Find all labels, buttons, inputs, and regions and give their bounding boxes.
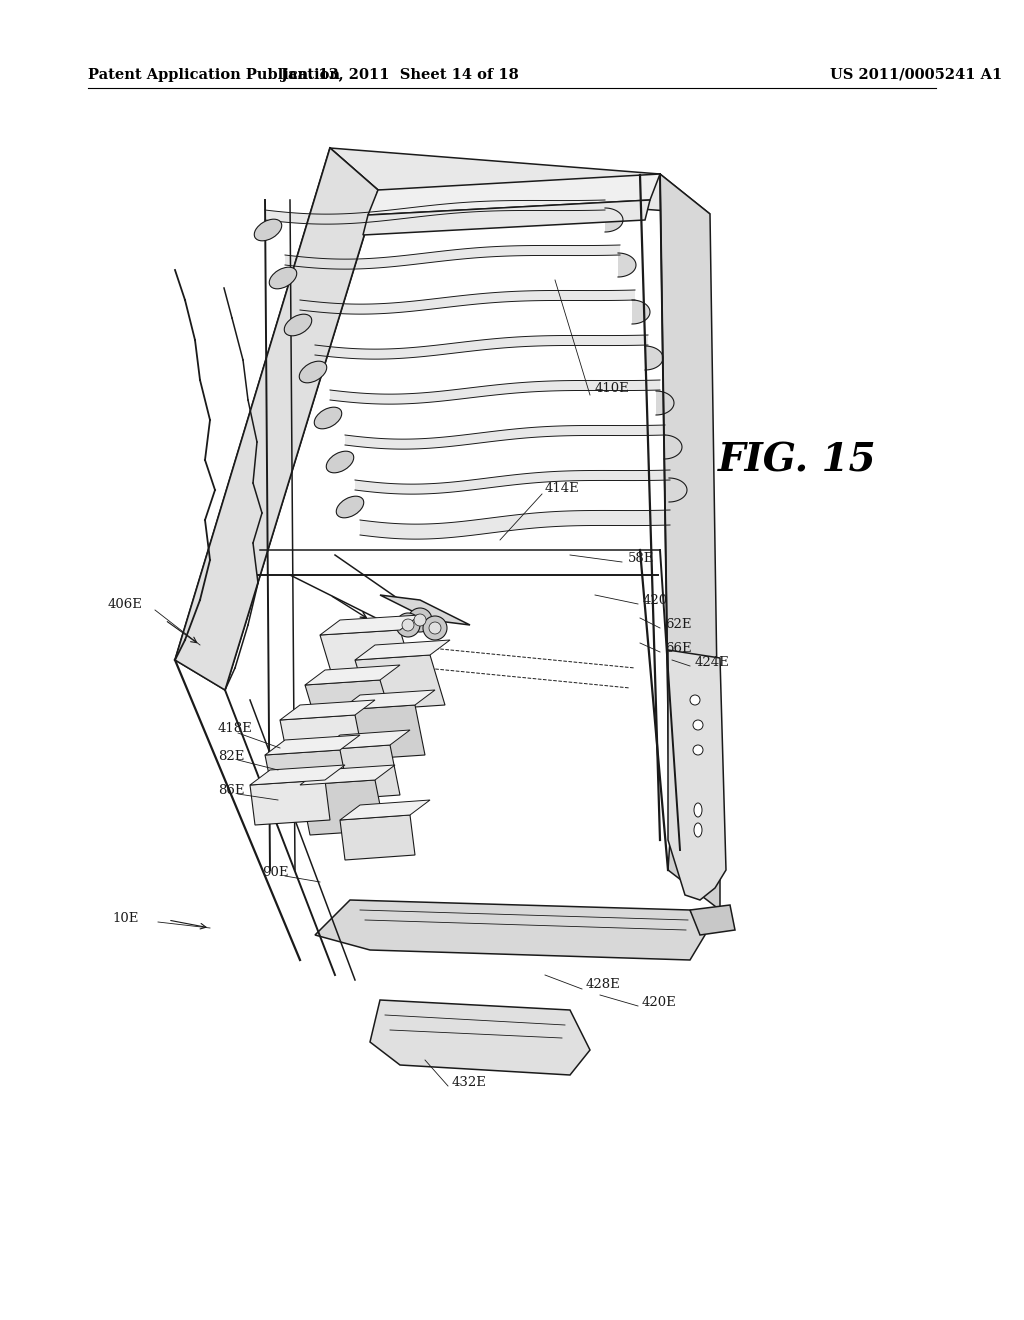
Text: 82E: 82E (218, 750, 245, 763)
Ellipse shape (299, 362, 327, 383)
Circle shape (429, 622, 441, 634)
Circle shape (690, 696, 700, 705)
Polygon shape (300, 766, 395, 785)
Text: Patent Application Publication: Patent Application Publication (88, 69, 340, 82)
Polygon shape (319, 630, 415, 685)
Polygon shape (362, 201, 650, 235)
Polygon shape (340, 800, 430, 820)
Ellipse shape (327, 451, 353, 473)
Polygon shape (250, 766, 345, 785)
Polygon shape (656, 391, 674, 414)
Polygon shape (355, 640, 450, 660)
Polygon shape (300, 290, 635, 314)
Polygon shape (668, 840, 720, 909)
Polygon shape (305, 665, 400, 685)
Polygon shape (305, 680, 395, 735)
Circle shape (693, 744, 703, 755)
Ellipse shape (314, 407, 342, 429)
Text: 432E: 432E (452, 1076, 486, 1089)
Polygon shape (368, 174, 660, 215)
Polygon shape (345, 425, 665, 449)
Circle shape (423, 616, 447, 640)
Polygon shape (265, 735, 360, 755)
Polygon shape (265, 201, 605, 224)
Text: 420: 420 (643, 594, 668, 606)
Text: 428E: 428E (586, 978, 621, 991)
Text: 424E: 424E (695, 656, 730, 668)
Text: US 2011/0005241 A1: US 2011/0005241 A1 (830, 69, 1002, 82)
Polygon shape (280, 715, 365, 770)
Polygon shape (618, 253, 636, 277)
Polygon shape (355, 655, 445, 710)
Circle shape (402, 619, 414, 631)
Polygon shape (360, 510, 670, 539)
Polygon shape (660, 174, 720, 880)
Polygon shape (645, 346, 663, 370)
Text: 58E: 58E (628, 552, 654, 565)
Text: 414E: 414E (545, 482, 580, 495)
Text: 66E: 66E (665, 642, 691, 655)
Polygon shape (300, 780, 385, 836)
Circle shape (396, 612, 420, 638)
Polygon shape (340, 690, 435, 710)
Polygon shape (330, 148, 710, 214)
Polygon shape (319, 730, 410, 750)
Polygon shape (370, 1001, 590, 1074)
Ellipse shape (254, 219, 282, 240)
Text: Jan. 13, 2011  Sheet 14 of 18: Jan. 13, 2011 Sheet 14 of 18 (282, 69, 519, 82)
Text: 10E: 10E (112, 912, 138, 924)
Circle shape (408, 609, 432, 632)
Polygon shape (319, 744, 400, 800)
Polygon shape (319, 615, 420, 635)
Polygon shape (340, 814, 415, 861)
Text: 420E: 420E (642, 995, 677, 1008)
Polygon shape (355, 470, 670, 494)
Polygon shape (280, 700, 375, 719)
Polygon shape (175, 148, 378, 690)
Text: FIG. 15: FIG. 15 (718, 441, 877, 479)
Polygon shape (668, 649, 726, 900)
Ellipse shape (269, 267, 297, 289)
Polygon shape (250, 780, 330, 825)
Polygon shape (285, 246, 620, 269)
Polygon shape (380, 595, 470, 624)
Text: 62E: 62E (665, 618, 691, 631)
Circle shape (414, 614, 426, 626)
Circle shape (693, 719, 703, 730)
Polygon shape (265, 750, 350, 805)
Polygon shape (669, 478, 687, 502)
Ellipse shape (285, 314, 311, 335)
Polygon shape (690, 906, 735, 935)
Polygon shape (632, 300, 650, 323)
Polygon shape (315, 335, 648, 359)
Ellipse shape (694, 822, 702, 837)
Ellipse shape (694, 803, 702, 817)
Text: 410E: 410E (595, 381, 630, 395)
Text: 86E: 86E (218, 784, 245, 796)
Text: 406E: 406E (108, 598, 143, 611)
Ellipse shape (336, 496, 364, 517)
Text: 418E: 418E (218, 722, 253, 734)
Text: 90E: 90E (262, 866, 289, 879)
Polygon shape (330, 380, 660, 404)
Polygon shape (605, 209, 623, 232)
Polygon shape (315, 900, 705, 960)
Polygon shape (340, 705, 425, 760)
Polygon shape (664, 436, 682, 459)
